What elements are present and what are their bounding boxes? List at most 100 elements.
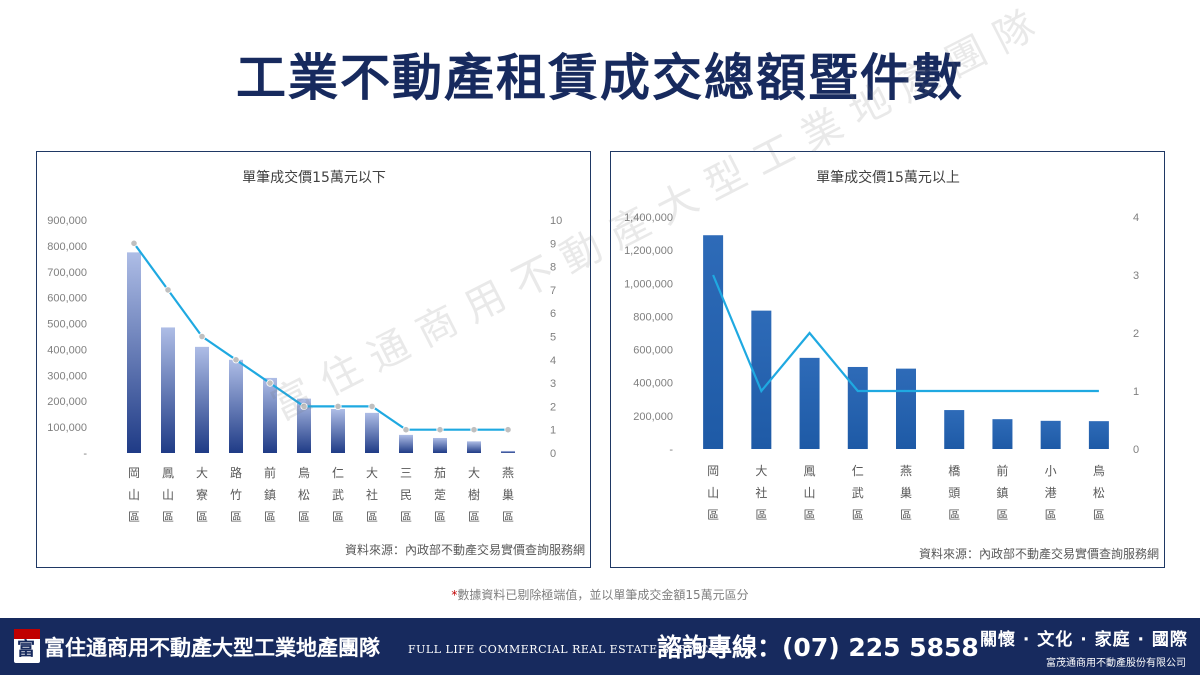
data-source: 資料來源：內政部不動產交易實價查詢服務網 [345,542,585,557]
x-tick-label: 鳥松區 [298,465,310,524]
chart-title: 單筆成交價15萬元以下 [242,169,386,186]
line-marker [130,239,138,247]
x-tick-label: 仁武區 [852,464,864,522]
x-tick-label: 大樹區 [468,466,480,524]
data-source: 資料來源：內政部不動產交易實價查詢服務網 [919,546,1159,561]
line-marker [436,426,444,434]
x-tick-label: 鳥松區 [1093,463,1105,522]
y-left-tick-label: 500,000 [47,319,87,331]
y-left-tick-label: 200,000 [633,411,673,423]
line-marker [198,332,206,341]
bar-仁武區 [847,366,868,449]
bar-岡山區 [703,235,724,449]
bar-鳥松區 [1088,421,1109,449]
x-tick-label: 燕巢區 [502,466,514,524]
company-logo: 富 [14,629,40,663]
y-left-tick-label: 700,000 [47,267,87,279]
y-right-tick-label: 0 [550,448,556,460]
y-left-tick-label: 1,400,000 [624,212,673,224]
line-marker [266,379,274,387]
bar-岡山區 [127,252,141,453]
y-right-tick-label: 7 [550,285,556,297]
y-left-tick-label: - [669,444,673,456]
bar-燕巢區 [501,450,515,453]
y-left-tick-label: 300,000 [47,370,87,382]
y-right-tick-label: 5 [550,332,556,344]
line-marker [334,402,342,410]
line-marker [232,356,240,364]
bar-仁武區 [331,408,345,453]
y-left-tick-label: 600,000 [633,345,673,357]
chart-panel-below-150k: 單筆成交價15萬元以下 - 100,000 200,000 300,000 400,000… [36,151,591,568]
y-right-tick-label: 9 [550,238,556,250]
y-left-tick-label: 200,000 [47,396,87,408]
footer-bar: 富 富住通商用不動產大型工業地產團隊 FULL LIFE COMMERCIAL … [0,618,1200,675]
bar-鳳山區 [799,357,820,449]
y-left-tick-label: 100,000 [47,422,87,434]
y-right-tick-label: 8 [550,262,556,274]
chart-below-150k: 單筆成交價15萬元以下 - 100,000 200,000 300,000 400,000… [47,169,585,557]
chart-title: 單筆成交價15萬元以上 [816,169,960,186]
y-right-tick-label: 4 [1133,212,1139,224]
bar-大寮區 [195,346,209,453]
y-left-tick-label: 400,000 [47,344,87,356]
x-tick-label: 前鎮區 [264,465,276,524]
y-right-tick-label: 3 [550,378,556,390]
y-left-tick-label: 600,000 [47,293,87,305]
y-left-tick-label: 900,000 [47,215,87,227]
bar-橋頭區 [944,410,965,449]
bar-鳥松區 [297,398,311,453]
y-right-tick-label: 1 [1133,386,1139,398]
x-tick-label: 岡山區 [128,466,140,524]
bar-茄萣區 [433,437,447,453]
x-tick-label: 三民區 [400,466,412,524]
bar-燕巢區 [896,368,916,449]
y-left-tick-label: - [83,448,87,460]
footnote: *數據資料已剔除極端值，並以單筆成交金額15萬元區分 [0,586,1200,603]
y-right-tick-label: 1 [550,425,556,437]
y-right-tick-label: 6 [550,308,556,320]
bar-大社區 [365,412,379,453]
x-tick-label: 路竹區 [230,465,242,524]
line-marker [470,426,478,434]
y-left-tick-label: 400,000 [633,378,673,390]
team-name-en: FULL LIFE COMMERCIAL REAL ESTATE SERVICE [408,643,718,656]
x-tick-label: 大寮區 [196,466,208,524]
page-title: 工業不動產租賃成交總額暨件數 [236,49,964,107]
x-tick-label: 岡山區 [707,464,719,522]
line-marker [164,286,172,294]
y-right-tick-label: 0 [1133,444,1139,456]
logo-glyph: 富 [17,639,35,660]
line-marker [368,402,376,410]
x-tick-label: 仁武區 [332,466,344,524]
chart-panel-above-150k: 單筆成交價15萬元以上 - 200,000 400,000 600,000 800,000… [610,151,1165,568]
x-tick-label: 大社區 [366,466,378,524]
x-tick-label: 鳳山區 [162,466,174,524]
y-left-tick-label: 800,000 [633,311,673,323]
company-name: 富茂通商用不動產股份有限公司 [1046,658,1186,669]
y-right-tick-label: 3 [1133,270,1139,282]
y-left-tick-label: 1,000,000 [624,278,673,290]
bar-大樹區 [467,441,481,453]
y-right-tick-label: 4 [550,355,556,367]
chart-above-150k: 單筆成交價15萬元以上 - 200,000 400,000 600,000 800,000… [624,169,1159,561]
line-marker [504,426,512,434]
count-line [712,274,1099,394]
y-right-tick-label: 2 [1133,328,1139,340]
x-tick-label: 橋頭區 [948,464,960,522]
x-tick-label: 前鎮區 [996,463,1008,522]
slogan: 關懷 · 文化 · 家庭 · 國際 [980,630,1188,650]
footnote-text: 數據資料已剔除極端值，並以單筆成交金額15萬元區分 [457,588,749,602]
line-marker [402,426,410,434]
footnote-star: * [451,588,458,602]
x-tick-label: 燕巢區 [900,464,912,522]
x-tick-label: 茄萣區 [434,466,446,524]
bar-大社區 [751,310,772,449]
count-line [133,242,508,431]
team-name: 富住通商用不動產大型工業地產團隊 [44,636,380,660]
line-marker [300,402,308,410]
bar-前鎮區 [992,419,1013,449]
bar-三民區 [399,434,413,453]
bar-鳳山區 [161,327,175,453]
x-tick-label: 小港區 [1045,464,1057,522]
